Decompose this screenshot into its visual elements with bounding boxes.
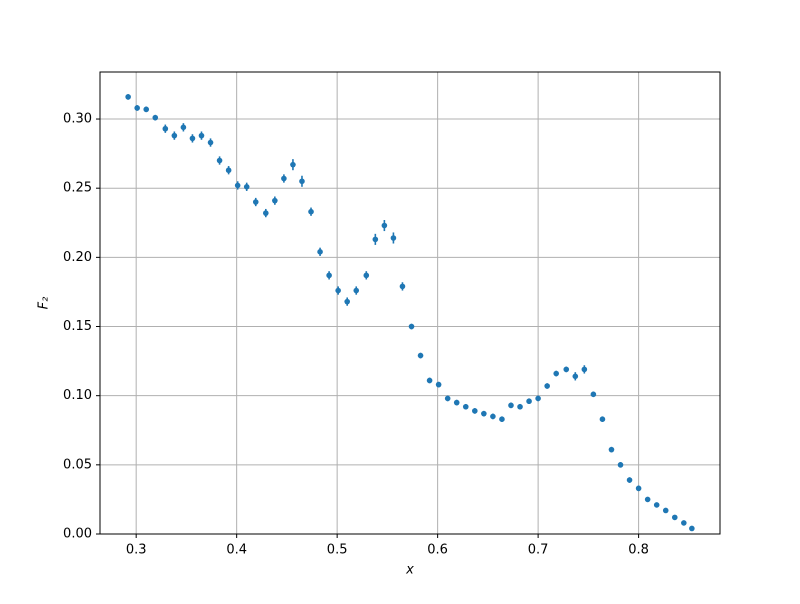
data-point xyxy=(281,175,287,182)
data-point xyxy=(335,287,341,294)
data-point xyxy=(299,178,305,185)
x-tick-label: 0.5 xyxy=(327,543,348,558)
data-point xyxy=(517,403,523,410)
data-point xyxy=(198,132,205,139)
data-point xyxy=(644,496,651,503)
data-point xyxy=(225,167,232,174)
data-point xyxy=(390,235,397,241)
data-point xyxy=(590,391,597,398)
data-point xyxy=(472,408,478,414)
data-point xyxy=(563,366,570,373)
data-point xyxy=(617,462,624,468)
data-point xyxy=(581,366,588,373)
data-point xyxy=(417,352,424,359)
x-tick-label: 0.4 xyxy=(226,543,247,558)
data-point xyxy=(216,157,223,164)
x-tick-label: 0.3 xyxy=(126,543,147,558)
data-point xyxy=(152,114,159,121)
data-point xyxy=(408,323,415,330)
y-tick-label: 0.30 xyxy=(63,112,92,127)
data-point xyxy=(372,236,379,243)
data-point xyxy=(499,416,505,422)
data-point xyxy=(308,208,314,215)
data-point xyxy=(535,395,541,402)
data-point xyxy=(572,373,579,380)
data-point xyxy=(608,446,615,453)
data-point xyxy=(553,370,560,377)
data-point xyxy=(508,402,514,409)
data-point xyxy=(444,395,451,402)
data-point xyxy=(635,485,642,492)
data-point xyxy=(143,106,150,113)
y-tick-label: 0.00 xyxy=(63,527,92,542)
data-point xyxy=(234,182,241,189)
plot-frame xyxy=(99,71,721,535)
data-point xyxy=(162,125,169,132)
data-point xyxy=(317,249,323,255)
data-point xyxy=(462,403,469,410)
data-point xyxy=(207,139,214,146)
data-point xyxy=(272,197,278,204)
x-tick-label: 0.8 xyxy=(628,543,649,558)
data-point xyxy=(263,210,269,216)
data-point xyxy=(326,272,332,279)
data-point xyxy=(626,477,633,483)
y-tick-label: 0.20 xyxy=(63,250,92,265)
data-point xyxy=(671,514,678,521)
data-point xyxy=(490,413,496,420)
data-point xyxy=(662,507,669,514)
x-tick-label: 0.7 xyxy=(528,543,549,558)
data-point xyxy=(653,502,660,508)
data-point xyxy=(453,399,460,406)
y-axis-label: F₂ xyxy=(37,297,52,310)
data-point xyxy=(481,410,487,417)
data-point xyxy=(526,398,532,405)
data-point xyxy=(689,525,695,532)
data-point xyxy=(125,94,131,100)
data-point xyxy=(363,272,370,279)
x-axis-label: x xyxy=(405,563,414,578)
data-point xyxy=(681,520,687,526)
data-point xyxy=(353,287,360,294)
data-point xyxy=(399,283,406,290)
data-point xyxy=(344,298,350,305)
data-point xyxy=(252,199,259,205)
data-point xyxy=(171,132,178,139)
y-tick-label: 0.15 xyxy=(63,319,92,334)
x-tick-label: 0.6 xyxy=(427,543,448,558)
y-tick-label: 0.10 xyxy=(63,388,92,403)
data-point xyxy=(426,377,433,384)
y-tick-label: 0.05 xyxy=(63,457,92,472)
data-point xyxy=(290,161,296,168)
data-point xyxy=(381,222,388,229)
data-point xyxy=(180,124,187,131)
data-point xyxy=(544,383,550,389)
data-point xyxy=(189,135,196,142)
y-tick-label: 0.25 xyxy=(63,181,92,196)
data-point xyxy=(243,184,250,190)
data-point xyxy=(435,381,442,388)
data-point xyxy=(599,416,606,422)
data-point xyxy=(134,105,140,111)
